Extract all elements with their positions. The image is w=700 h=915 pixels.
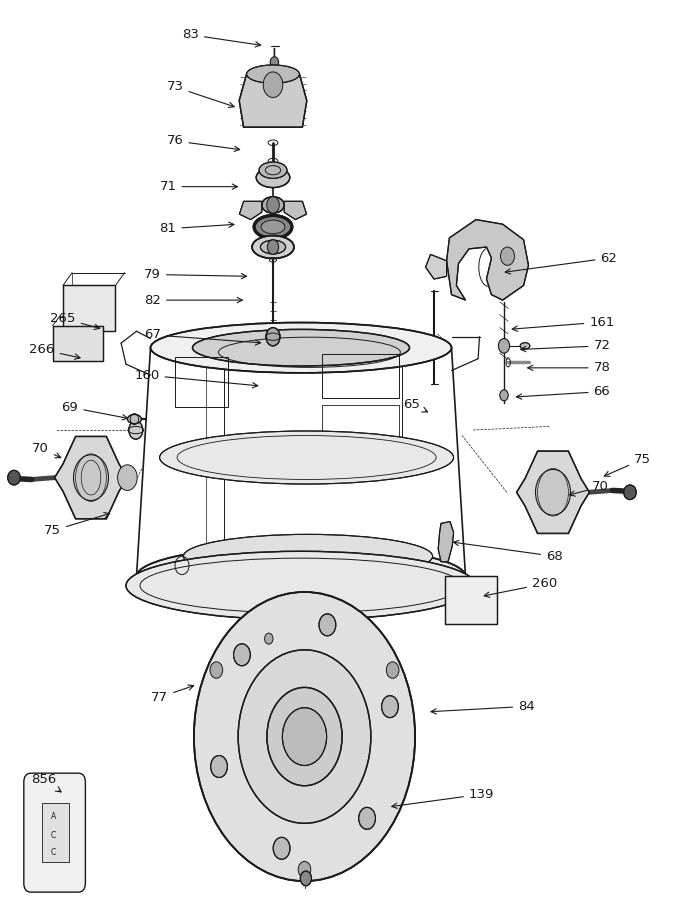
Ellipse shape: [260, 241, 286, 254]
Circle shape: [266, 328, 280, 346]
Circle shape: [210, 662, 223, 678]
FancyBboxPatch shape: [24, 773, 85, 892]
Ellipse shape: [193, 329, 410, 366]
Circle shape: [358, 807, 375, 829]
Circle shape: [238, 650, 371, 824]
Text: 260: 260: [484, 577, 557, 597]
Ellipse shape: [8, 470, 20, 485]
Ellipse shape: [259, 162, 287, 178]
Ellipse shape: [126, 551, 476, 620]
Text: 68: 68: [454, 541, 563, 563]
Bar: [52, 326, 103, 361]
Circle shape: [382, 695, 398, 717]
Circle shape: [118, 465, 137, 490]
Circle shape: [498, 339, 510, 353]
Text: 66: 66: [517, 385, 610, 399]
Circle shape: [270, 57, 279, 68]
Circle shape: [300, 871, 312, 886]
Text: 65: 65: [403, 398, 428, 412]
Text: 62: 62: [505, 252, 617, 274]
Circle shape: [500, 247, 514, 265]
Circle shape: [273, 837, 290, 859]
Text: 856: 856: [31, 773, 61, 791]
Text: 67: 67: [144, 328, 260, 345]
Text: 82: 82: [144, 294, 242, 307]
Text: 265: 265: [50, 312, 99, 329]
Bar: [52, 326, 103, 361]
Polygon shape: [239, 74, 307, 127]
Bar: [444, 576, 497, 624]
Circle shape: [74, 455, 108, 501]
Polygon shape: [284, 201, 307, 220]
Ellipse shape: [150, 322, 452, 373]
Polygon shape: [447, 220, 528, 300]
Circle shape: [234, 644, 251, 666]
Ellipse shape: [160, 431, 454, 484]
Ellipse shape: [183, 534, 433, 578]
Text: 161: 161: [512, 316, 615, 331]
Bar: [63, 285, 116, 331]
Bar: [322, 354, 399, 398]
Ellipse shape: [261, 220, 285, 233]
Ellipse shape: [136, 545, 466, 608]
Text: 76: 76: [167, 135, 239, 152]
Bar: [322, 405, 399, 444]
Text: 75: 75: [604, 453, 651, 477]
Ellipse shape: [127, 414, 141, 424]
Bar: [444, 576, 497, 624]
Circle shape: [297, 608, 312, 628]
Circle shape: [386, 662, 399, 678]
Text: 83: 83: [182, 28, 260, 47]
Text: 77: 77: [151, 685, 194, 704]
Bar: [42, 803, 69, 862]
Circle shape: [500, 390, 508, 401]
Ellipse shape: [254, 215, 292, 238]
Ellipse shape: [520, 343, 530, 350]
Circle shape: [129, 421, 143, 439]
Circle shape: [282, 707, 327, 766]
Text: 70: 70: [570, 480, 609, 496]
Text: 79: 79: [144, 268, 246, 281]
Text: 72: 72: [521, 339, 610, 352]
Text: C: C: [50, 848, 56, 857]
Circle shape: [194, 592, 415, 881]
Circle shape: [263, 72, 283, 98]
Ellipse shape: [262, 197, 284, 213]
Text: 84: 84: [431, 700, 535, 714]
Text: 81: 81: [160, 222, 234, 235]
Polygon shape: [239, 201, 262, 220]
Circle shape: [267, 687, 342, 786]
Ellipse shape: [624, 485, 636, 500]
Text: 160: 160: [134, 369, 258, 388]
Circle shape: [267, 197, 279, 213]
Polygon shape: [517, 451, 589, 533]
Text: 78: 78: [528, 361, 610, 374]
Text: 139: 139: [392, 788, 494, 808]
Circle shape: [265, 633, 273, 644]
Circle shape: [211, 756, 228, 778]
Polygon shape: [55, 436, 127, 519]
Text: 71: 71: [160, 180, 237, 193]
Bar: [175, 357, 228, 407]
Text: 69: 69: [62, 401, 127, 420]
Text: 70: 70: [32, 442, 61, 458]
Text: 73: 73: [167, 81, 234, 108]
Circle shape: [298, 861, 311, 877]
Ellipse shape: [252, 236, 294, 259]
Polygon shape: [426, 254, 447, 279]
Text: 266: 266: [29, 343, 80, 360]
Circle shape: [267, 240, 279, 254]
Ellipse shape: [256, 167, 290, 188]
Text: C: C: [50, 831, 56, 840]
Text: A: A: [50, 812, 56, 821]
Circle shape: [319, 614, 336, 636]
Polygon shape: [438, 522, 454, 562]
Text: 75: 75: [44, 512, 109, 537]
Circle shape: [536, 469, 570, 515]
Bar: [63, 285, 116, 331]
Ellipse shape: [246, 65, 300, 83]
